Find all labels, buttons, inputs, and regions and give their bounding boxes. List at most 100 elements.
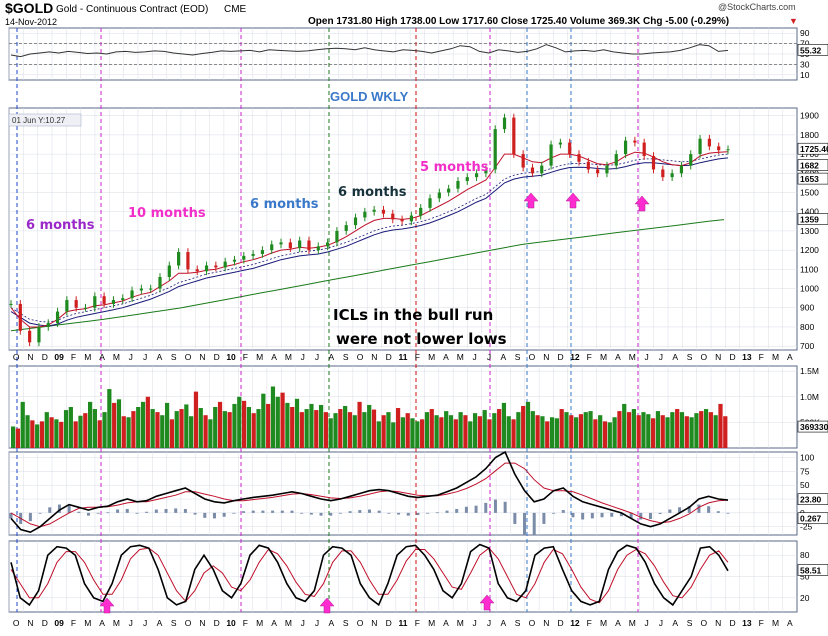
macd-histogram-bar — [9, 512, 13, 519]
x-tick-label-bottom: M — [629, 618, 636, 628]
volume-bar — [525, 401, 531, 448]
panel-macd — [8, 451, 798, 536]
price-candle — [474, 173, 479, 178]
volume-bar — [160, 415, 165, 448]
macd-histogram-bar — [280, 510, 284, 513]
macd-histogram-bar — [455, 508, 459, 513]
macd-histogram-bar — [474, 505, 478, 513]
volume-bar — [622, 403, 627, 448]
volume-bar — [169, 419, 175, 448]
volume-bar — [20, 401, 25, 448]
x-tick-label-bottom: N — [371, 618, 377, 628]
stochastic-last-value: 58.51 — [797, 564, 828, 576]
volume-bar — [670, 412, 675, 448]
volume-bar — [338, 409, 343, 448]
x-tick-label-bottom: S — [343, 618, 349, 628]
volume-bar — [309, 403, 314, 448]
price-candle — [93, 296, 97, 308]
stochastic-last-value-box — [797, 564, 828, 576]
macd-histogram-bar — [183, 508, 187, 513]
price-candle — [679, 165, 684, 174]
macd-histogram-bar — [610, 512, 614, 517]
price-candle — [633, 140, 637, 143]
x-tick-label-bottom: A — [787, 618, 793, 628]
x-tick-label: F — [71, 352, 76, 362]
volume-bar — [11, 426, 16, 448]
x-tick-label-bottom: J — [644, 618, 648, 628]
ema-mid-last-value-text: 1653 — [800, 174, 819, 184]
x-tick-label-bottom: 13 — [742, 618, 752, 628]
volume-bar — [92, 409, 98, 448]
x-tick-label-bottom: J — [315, 618, 319, 628]
macd-tick: 50 — [800, 480, 810, 490]
volume-bar — [453, 419, 458, 448]
volume-bar — [578, 414, 584, 448]
price-candle — [307, 240, 311, 251]
volume-bar — [362, 412, 367, 448]
volume-bar — [227, 412, 232, 448]
volume-bar — [675, 409, 680, 448]
x-tick-label: F — [759, 352, 764, 362]
price-candle — [111, 300, 116, 304]
price-candle — [177, 252, 181, 266]
volume-bar — [429, 409, 434, 448]
x-tick-label: F — [415, 352, 420, 362]
price-candle — [130, 290, 134, 299]
rsi-tick: 10 — [800, 70, 810, 80]
volume-bar — [78, 415, 83, 448]
price-candle — [605, 165, 609, 174]
x-tick-label-bottom: 09 — [54, 618, 64, 628]
ticks-layer: 907050301055.321900180017001600150014001… — [797, 28, 828, 603]
x-tick-label-bottom: N — [715, 618, 721, 628]
volume-bar — [68, 407, 73, 448]
price-candle — [149, 288, 153, 290]
cycle-label-3: 6 months — [250, 197, 319, 212]
ma-long-last-value-text: 1359 — [800, 215, 819, 225]
volume-bar — [487, 419, 492, 448]
price-candle — [167, 265, 171, 278]
macd-histogram-bar — [261, 510, 265, 513]
volume-bar — [35, 424, 40, 448]
price-tick: 1400 — [800, 207, 819, 217]
x-tick-label: M — [629, 352, 636, 362]
x-tick-label: F — [587, 352, 592, 362]
volume-bar — [713, 415, 718, 448]
price-last-value: 1725.40 — [797, 142, 828, 155]
macd-histogram-bar — [319, 512, 323, 516]
macd-histogram-bar — [271, 510, 275, 513]
volume-bar — [415, 421, 420, 448]
volume-bar — [583, 412, 588, 448]
volume-bar — [410, 418, 415, 448]
x-tick-label: A — [615, 352, 621, 362]
gold-wkly-label: GOLD WKLY — [330, 89, 409, 104]
macd-histogram-bar — [309, 512, 313, 515]
x-tick-label-bottom: A — [500, 618, 506, 628]
volume-bar — [241, 400, 247, 448]
price-candle — [521, 154, 525, 168]
copyright-label: @StockCharts.com — [718, 2, 796, 12]
pink-arrow-icon — [479, 594, 495, 611]
macd-histogram-bar — [106, 512, 110, 514]
volume-bar — [217, 401, 223, 448]
macd-last-value-text: 23.80 — [800, 495, 822, 505]
price-candle — [549, 144, 553, 166]
volume-bar — [333, 413, 338, 448]
price-candle — [726, 149, 730, 151]
x-tick-label-bottom: 12 — [570, 618, 580, 628]
volume-bar — [694, 413, 699, 448]
x-tick-label-bottom: A — [157, 618, 163, 628]
ema-fast-last-value-text: 1682 — [800, 161, 819, 171]
volume-bar — [323, 412, 328, 448]
price-candle — [83, 307, 88, 309]
stochastic-k-line — [10, 543, 729, 607]
volume-bar — [285, 402, 290, 448]
x-tick-label: S — [687, 352, 693, 362]
price-tick: 1300 — [800, 226, 819, 236]
volume-bar — [246, 407, 252, 448]
volume-bar — [107, 389, 112, 448]
volume-bar — [304, 409, 309, 448]
ma-long-last-value-box — [797, 213, 828, 225]
volume-bar — [59, 421, 64, 448]
macd-histogram-bar — [368, 509, 371, 513]
stochastic-last-value-text: 58.51 — [800, 565, 822, 575]
